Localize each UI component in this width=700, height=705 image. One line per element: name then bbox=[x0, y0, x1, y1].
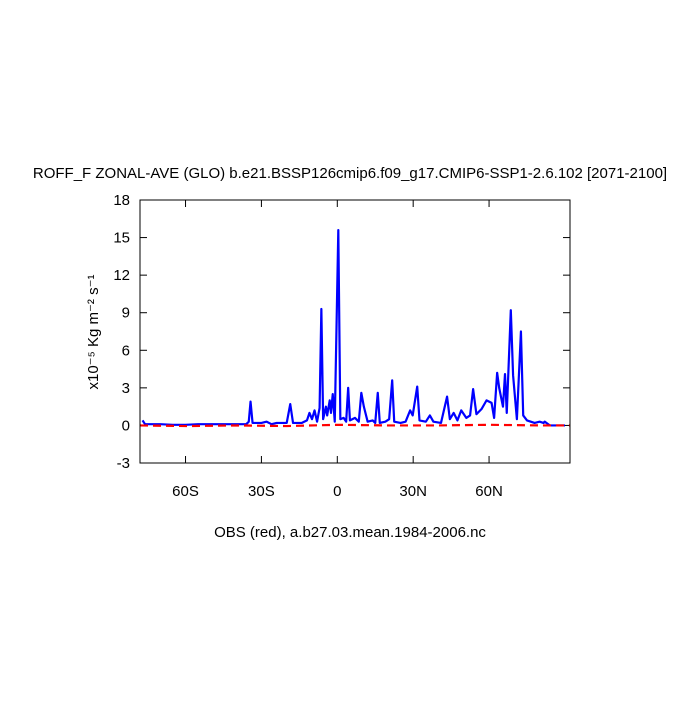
y-axis-label: x10⁻⁵ Kg m⁻² s⁻¹ bbox=[85, 275, 102, 390]
y-tick-label: 15 bbox=[113, 230, 130, 247]
y-tick-label: 9 bbox=[122, 305, 130, 322]
footnote: OBS (red), a.b27.03.mean.1984-2006.nc bbox=[214, 524, 486, 541]
y-tick-label: 6 bbox=[122, 342, 130, 359]
x-tick-label: 30N bbox=[399, 483, 427, 500]
data-line bbox=[141, 228, 565, 427]
x-tick-label: 60S bbox=[172, 483, 199, 500]
y-tick-label: 3 bbox=[122, 380, 130, 397]
y-tick-label: 12 bbox=[113, 267, 130, 284]
chart-title: ROFF_F ZONAL-AVE (GLO) b.e21.BSSP126cmip… bbox=[33, 165, 667, 182]
data-line bbox=[139, 423, 570, 428]
y-tick-label: -3 bbox=[117, 455, 130, 472]
y-tick-label: 0 bbox=[122, 417, 130, 434]
x-tick-label: 30S bbox=[248, 483, 275, 500]
x-tick-label: 60N bbox=[475, 483, 503, 500]
x-tick-label: 0 bbox=[333, 483, 341, 500]
plot-frame bbox=[139, 199, 571, 464]
y-tick-label: 18 bbox=[113, 192, 130, 209]
